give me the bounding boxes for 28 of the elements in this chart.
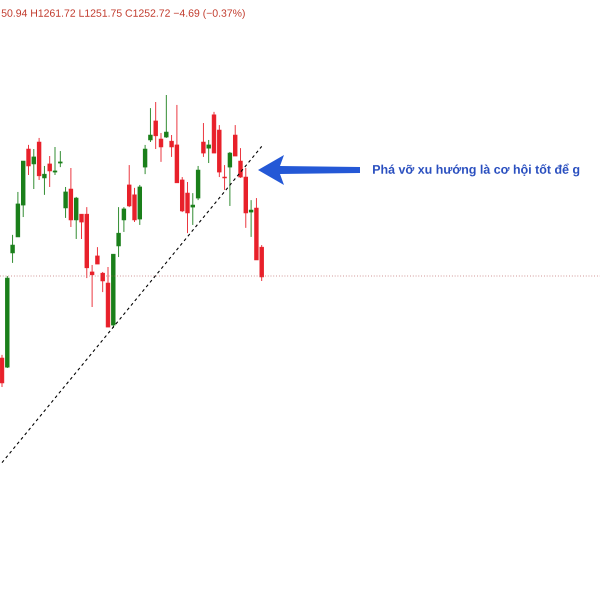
candlestick [116, 206, 121, 258]
candlestick [63, 186, 68, 218]
candlestick [95, 246, 100, 265]
candlestick [42, 166, 47, 196]
candlestick [32, 148, 36, 190]
candlestick [74, 196, 78, 240]
candlestick [153, 102, 158, 150]
text: Phá vỡ xu hướng là cơ hội tốt để g [373, 164, 580, 176]
candlestick [201, 122, 206, 158]
candlestick [158, 132, 164, 162]
candlestick [142, 144, 148, 175]
candlestick [52, 146, 58, 176]
candlestick [122, 206, 126, 232]
text: 50.94 H1261.72 L1251.75 C1252.72 −4.69 (−0.37%) [2, 9, 245, 19]
candlestick [164, 94, 169, 138]
candlestick [148, 108, 153, 142]
candlestick [58, 150, 63, 168]
candlestick [26, 144, 31, 176]
candlestick [232, 124, 238, 156]
candlestick [248, 200, 254, 238]
candlestick [228, 151, 232, 206]
candlestick [222, 164, 227, 190]
candlestick [90, 264, 94, 308]
candlestick [47, 156, 52, 188]
candlestick [190, 192, 196, 226]
candlestick [206, 140, 211, 164]
candlestick [100, 272, 105, 293]
candlestick [10, 234, 15, 264]
